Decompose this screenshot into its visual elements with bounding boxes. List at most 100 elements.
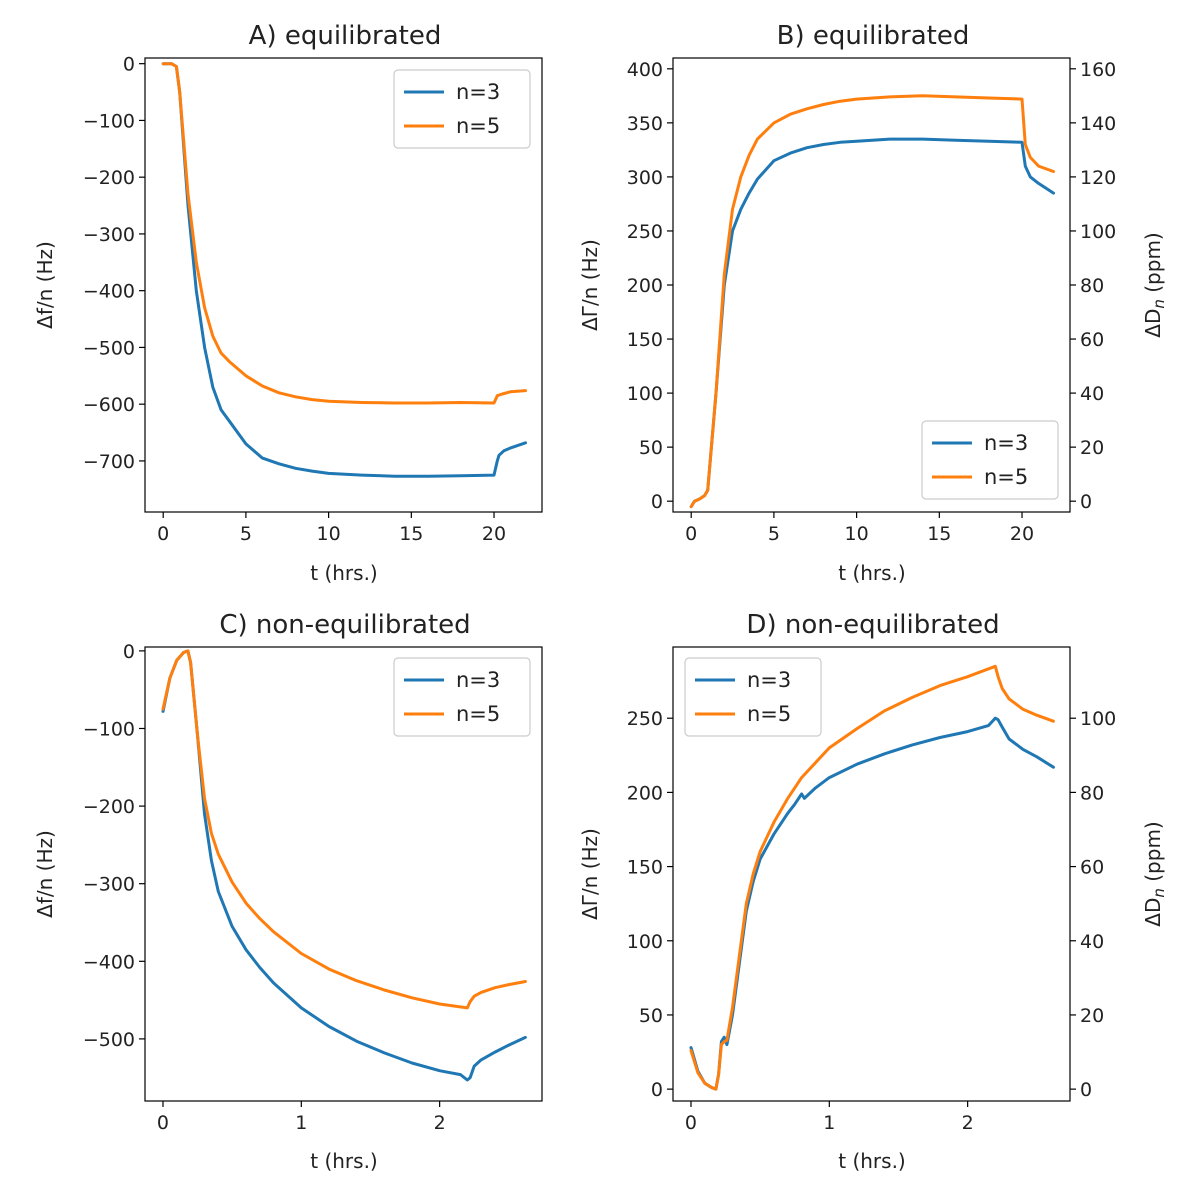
panel-b-title: B) equilibrated [777,21,970,51]
panel-d-ylabel-right-unit: (ppm) [1141,821,1165,888]
panel-b-ytick-right-label: 120 [1080,167,1116,189]
panel-d-ytick-label: 50 [639,1005,663,1027]
panel-a-series [161,62,527,478]
panel-b-ticks: 0 5 10 15 2005010015020025030035040002040608… [627,59,1117,545]
panel-a-frame [144,57,543,513]
panel-b-legend: n=3 n=5 [921,420,1059,500]
panel-b: B) equilibrated 0 5 10 15 200501001502002503… [578,21,1168,585]
panel-c-legend-label-n3: n=3 [456,668,500,692]
panel-c-ylabel: Δf/n (Hz) [33,830,57,918]
panel-d-legend-label-n3: n=3 [747,668,791,692]
panel-d-frame [672,646,1071,1102]
panel-b-ytick-label: 50 [639,437,663,459]
panel-d-ytick-right-label: 100 [1080,708,1116,730]
panel-d-ytick-label: 0 [651,1079,663,1101]
panel-b-ytick-right-label: 140 [1080,113,1116,135]
panel-c-title: C) non-equilibrated [219,610,470,640]
panel-c-xtick-label: 0 [157,1112,169,1134]
panel-d-xtick-label: 2 [962,1112,974,1134]
panel-d-ylabel-right: ΔDn (ppm) [1141,821,1168,926]
panel-c-legend-label-n5: n=5 [456,702,500,726]
panel-b-ytick-label: 250 [627,221,663,243]
panel-a-title: A) equilibrated [249,21,442,51]
panel-b-ylabel-right-sub: n [1150,299,1168,309]
panel-b-ytick-right-label: 60 [1080,329,1104,351]
panel-a-legend: n=3 n=5 [393,69,531,149]
panel-c-xlabel: t (hrs.) [310,1149,377,1173]
panel-a-ytick-label: −300 [83,224,135,246]
panel-c-ticks: 0 1 2 0 −100 −200 −300 −400 −500 [83,641,446,1134]
panel-b-ytick-label: 100 [627,383,663,405]
panel-d-xlabel: t (hrs.) [838,1149,905,1173]
panel-b-frame [672,57,1071,513]
panel-a-xtick-label: 15 [399,523,423,545]
panel-a-xtick-label: 20 [482,523,506,545]
panel-d-ytick-label: 100 [627,931,663,953]
panel-d-series-n5 [689,664,1055,1091]
panel-a-legend-box [393,69,531,149]
panel-d-ytick-label: 200 [627,782,663,804]
panel-d-ylabel-right-sub: n [1150,888,1168,898]
panel-a-ticks: 0 5 10 15 20 0 −100 −200 −300 −400 −500 −600 −700 [83,54,506,545]
panel-b-ytick-right-label: 160 [1080,59,1116,81]
panel-b-ytick-label: 300 [627,167,663,189]
panel-d-xtick-label: 0 [685,1112,697,1134]
panel-c-xtick-label: 1 [295,1112,307,1134]
panel-c-series-n5 [161,649,527,1010]
panel-c-ytick-label: −400 [83,951,135,973]
panel-b-xtick-label: 20 [1010,523,1034,545]
panel-d: D) non-equilibrated 0 1 205010015020025002… [578,610,1168,1173]
panel-a-xlabel: t (hrs.) [310,561,377,585]
panel-c-ytick-label: −500 [83,1029,135,1051]
panel-b-ytick-label: 350 [627,113,663,135]
panel-c: C) non-equilibrated 0 1 2 0 −100 −200 −300 −400… [33,610,543,1173]
panel-b-ylabel-right-unit: (ppm) [1141,232,1165,299]
panel-d-ytick-right-label: 20 [1080,1005,1104,1027]
panel-b-ytick-right-label: 100 [1080,221,1116,243]
panel-a: A) equilibrated 0 5 10 15 20 0 −100 −200 −300 −40… [33,21,543,585]
panel-b-ytick-label: 400 [627,59,663,81]
panel-c-legend: n=3 n=5 [393,657,531,737]
panel-b-series [689,94,1055,509]
panel-b-ytick-right-label: 40 [1080,383,1104,405]
panel-a-legend-label-n3: n=3 [456,80,500,104]
panel-c-ytick-label: −200 [83,796,135,818]
panel-a-ytick-label: −700 [83,451,135,473]
panel-b-ylabel: ΔΓ/n (Hz) [578,239,602,331]
panel-d-ytick-label: 150 [627,857,663,879]
panel-d-legend-label-n5: n=5 [747,702,791,726]
panel-c-ytick-label: −300 [83,874,135,896]
panel-a-ytick-label: −100 [83,110,135,132]
panel-d-series [689,664,1055,1091]
panel-a-ytick-label: −600 [83,394,135,416]
panel-b-ytick-label: 0 [651,491,663,513]
panel-d-ylabel: ΔΓ/n (Hz) [578,828,602,920]
panel-c-xtick-label: 2 [434,1112,446,1134]
panel-a-xtick-label: 10 [317,523,341,545]
panel-d-xtick-label: 1 [823,1112,835,1134]
panel-b-xtick-label: 5 [768,523,780,545]
panel-b-ytick-right-label: 0 [1080,491,1092,513]
panel-c-ytick-label: 0 [123,641,135,663]
panel-c-legend-box [393,657,531,737]
panel-a-xtick-label: 5 [240,523,252,545]
panel-a-ytick-label: −400 [83,281,135,303]
panel-b-series-n5 [689,94,1055,509]
panel-d-ytick-right-label: 60 [1080,857,1104,879]
panel-b-xtick-label: 15 [927,523,951,545]
panel-b-ytick-right-label: 20 [1080,437,1104,459]
panel-d-ytick-label: 250 [627,708,663,730]
panel-a-xtick-label: 0 [157,523,169,545]
panel-b-ylabel-right: ΔDn (ppm) [1141,232,1168,337]
panel-b-ytick-label: 150 [627,329,663,351]
panel-b-xtick-label: 10 [845,523,869,545]
panel-a-series-n5 [161,62,527,405]
panel-d-ytick-right-label: 0 [1080,1079,1092,1101]
panel-d-ytick-right-label: 80 [1080,782,1104,804]
panel-b-xlabel: t (hrs.) [838,561,905,585]
panel-a-ytick-label: −200 [83,167,135,189]
panel-a-ylabel: Δf/n (Hz) [33,241,57,329]
panel-b-ytick-label: 200 [627,275,663,297]
